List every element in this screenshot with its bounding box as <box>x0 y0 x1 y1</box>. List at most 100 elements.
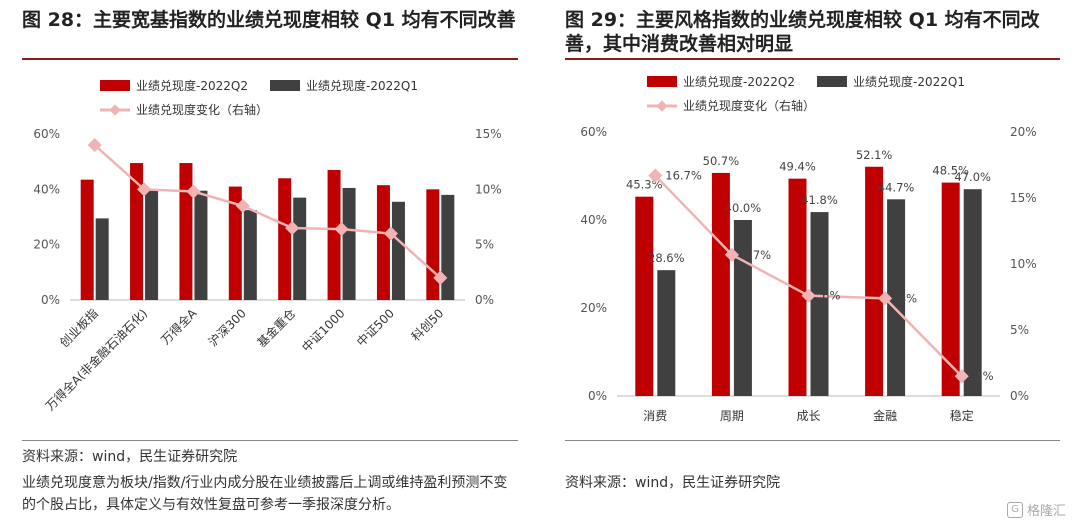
y-axis-right-tick-label: 0% <box>1010 389 1029 403</box>
legend-label-q1: 业绩兑现度-2022Q1 <box>853 74 965 89</box>
bar-q1 <box>342 187 356 300</box>
bar-q2 <box>941 182 960 396</box>
legend-swatch-q1 <box>817 76 847 87</box>
bar-q1 <box>887 199 906 396</box>
data-label-q1: 40.0% <box>725 201 762 215</box>
bar-q1 <box>657 270 676 396</box>
bar-q2 <box>327 169 341 300</box>
category-label: 万得全A(非金融石油石化) <box>42 306 150 414</box>
bar-q2 <box>80 179 94 300</box>
bar-q2 <box>130 163 144 300</box>
bar-q1 <box>810 212 829 396</box>
bar-q2 <box>278 178 292 300</box>
figure-title: 图 28：主要宽基指数的业绩兑现度相较 Q1 均有不同改善 <box>22 9 516 31</box>
style-index-chart: 业绩兑现度-2022Q2 业绩兑现度-2022Q1 业绩兑现度变化（右轴） 0% 20%… <box>580 74 1037 423</box>
change-point <box>136 182 152 197</box>
change-series-line <box>93 144 442 279</box>
bar-q1 <box>145 190 159 300</box>
y-axis-right-tick-label: 5% <box>475 238 494 252</box>
watermark-text: 格隆汇 <box>1026 504 1066 519</box>
category-label: 基金重仓 <box>254 306 299 351</box>
y-axis-left-tick-label: 60% <box>580 125 607 139</box>
watermark-logo-icon: G <box>1006 501 1023 518</box>
y-axis-right-tick-label: 10% <box>475 182 502 196</box>
bar-q2 <box>635 196 654 396</box>
change-point <box>433 270 448 285</box>
bar-q1 <box>243 210 257 300</box>
bar-q2 <box>228 186 242 300</box>
bar-q2 <box>711 172 730 396</box>
y-axis-right-tick-label: 5% <box>1010 323 1029 337</box>
y-axis-left-tick-label: 0% <box>41 293 60 307</box>
legend-swatch-q2 <box>647 76 677 87</box>
category-label: 成长 <box>796 409 820 423</box>
category-label: 稳定 <box>950 408 974 423</box>
category-label: 万得全A <box>158 305 200 347</box>
legend-label-q1: 业绩兑现度-2022Q1 <box>306 78 418 93</box>
figure-28-panel: 图 28：主要宽基指数的业绩兑现度相较 Q1 均有不同改善 业绩兑现度-2022… <box>22 9 518 513</box>
bar-q1 <box>293 197 307 300</box>
footer-divider <box>22 440 518 441</box>
y-axis-left-tick-label: 0% <box>588 389 607 403</box>
data-label-q1: 41.8% <box>801 193 838 207</box>
change-point <box>954 369 969 384</box>
data-label-change: 0.7% <box>742 248 771 262</box>
data-label-q1: 47.0% <box>954 170 991 184</box>
legend-marker-change <box>109 104 121 116</box>
bar-q2 <box>788 178 807 396</box>
category-label: 创业板指 <box>56 306 101 351</box>
category-label: 金融 <box>873 408 897 423</box>
y-axis-left-tick-label: 20% <box>33 238 60 252</box>
data-label-q1: 44.7% <box>878 180 915 194</box>
y-axis-right-tick-label: 15% <box>475 127 502 141</box>
category-label: 沪深300 <box>206 306 249 349</box>
legend-swatch-q2 <box>100 80 130 91</box>
change-point <box>235 198 250 214</box>
footer-divider <box>565 440 1060 441</box>
bar-q1 <box>733 220 752 396</box>
y-axis-left-tick-label: 60% <box>33 127 60 141</box>
y-axis-left-tick-label: 20% <box>580 301 607 315</box>
source-note: 资料来源：wind，民生证券研究院 <box>565 475 781 491</box>
data-label-change: .5% <box>972 369 994 383</box>
bar-q1 <box>95 218 109 300</box>
change-point <box>285 220 300 236</box>
legend-label-q2: 业绩兑现度-2022Q2 <box>683 74 795 89</box>
change-point <box>801 288 816 303</box>
bar-q1 <box>441 194 455 300</box>
definition-note: 业绩兑现度意为板块/指数/行业内成分股在业绩披露后上调或维持盈利预测不变的个股占… <box>22 475 508 513</box>
bar-q2 <box>376 185 390 300</box>
change-point <box>334 222 349 237</box>
data-label-q2: 45.3% <box>626 178 663 192</box>
y-axis-left-tick-label: 40% <box>580 213 607 227</box>
legend-label-q2: 业绩兑现度-2022Q2 <box>136 78 248 93</box>
y-axis-right-tick-label: 10% <box>1010 257 1037 271</box>
change-point <box>186 184 201 199</box>
legend-label-change: 业绩兑现度变化（右轴） <box>683 98 815 113</box>
bar-q1 <box>391 201 405 300</box>
bar-q1 <box>194 190 208 300</box>
data-label-q2: 52.1% <box>856 148 893 162</box>
change-point <box>878 291 893 306</box>
category-label: 中证1000 <box>299 306 348 355</box>
legend-swatch-q1 <box>270 80 300 91</box>
legend-marker-change <box>656 100 668 112</box>
category-label: 中证500 <box>353 306 397 350</box>
watermark: G 格隆汇 <box>1006 500 1066 519</box>
data-label-change: .6% <box>819 289 841 303</box>
figure-title: 图 29：主要风格指数的业绩兑现度相较 Q1 均有不同改善，其中消费改善相对明显 <box>565 9 1040 55</box>
data-label-change: 16.7% <box>665 169 702 183</box>
category-label: 周期 <box>720 409 744 423</box>
bar-q2 <box>179 163 193 300</box>
figure-29-panel: 图 29：主要风格指数的业绩兑现度相较 Q1 均有不同改善，其中消费改善相对明显… <box>545 0 1080 525</box>
bar-q2 <box>865 166 884 396</box>
legend-label-change: 业绩兑现度变化（右轴） <box>136 102 268 117</box>
title-divider <box>22 58 518 60</box>
bar-q2 <box>426 189 440 300</box>
broad-index-chart: 业绩兑现度-2022Q2 业绩兑现度-2022Q1 业绩兑现度变化（右轴） 0% 20%… <box>33 78 502 414</box>
data-label-change: .4% <box>895 291 917 305</box>
bar-q1 <box>963 189 982 396</box>
y-axis-right-tick-label: 15% <box>1010 191 1037 205</box>
data-label-q2: 48.5% <box>932 164 969 178</box>
y-axis-left-tick-label: 40% <box>33 182 60 196</box>
